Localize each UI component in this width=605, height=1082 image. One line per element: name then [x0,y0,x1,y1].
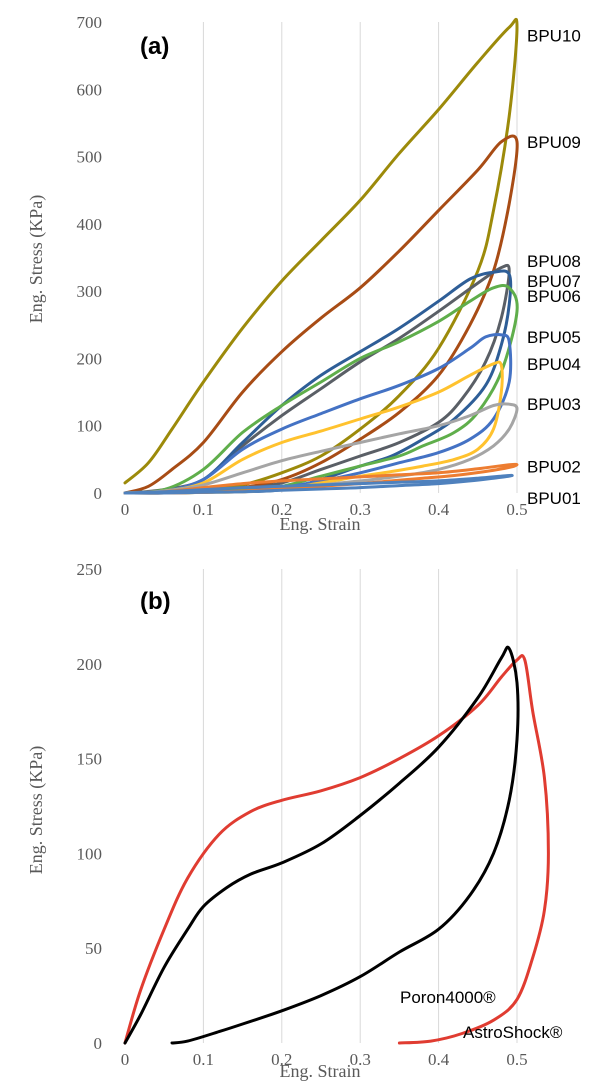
y-tick-label: 250 [77,560,103,579]
series-labels-b: AstroShock® Poron4000® [400,988,563,1042]
x-axis-title-b: Eng. Strain [280,1061,361,1081]
series-label: BPU10 [527,26,581,45]
x-axis-title-a: Eng. Strain [280,514,361,534]
series-label: BPU05 [527,328,581,347]
series-label: Poron4000® [400,988,496,1007]
y-tick-label: 200 [77,349,103,368]
grid-a [202,22,518,493]
x-tick-label: 0 [121,500,130,519]
y-tick-label: 50 [85,939,102,958]
series-line-bpu08 [123,263,511,495]
series-label: BPU04 [527,355,581,374]
panel-label-a: (a) [140,33,169,60]
y-tick-label: 0 [94,1034,103,1053]
y-tick-label: 500 [77,148,103,167]
series-line-bpu10 [123,17,519,495]
x-tick-label: 0.1 [193,1050,214,1069]
x-tick-label: 0.2 [271,1050,292,1069]
panel-b: 0 0.1 0.2 0.3 0.4 0.5 0 50 100 150 200 250 AstroSh… [26,560,563,1081]
x-tick-label: 0.3 [350,1050,371,1069]
y-tick-label: 200 [77,655,103,674]
y-tick-label: 700 [77,13,103,32]
series-line-bpu01 [123,473,514,495]
x-tick-label: 0 [121,1050,130,1069]
y-tick-labels-b: 0 50 100 150 200 250 [77,560,103,1053]
x-tick-label: 0.4 [428,1050,450,1069]
x-tick-label: 0.3 [350,500,371,519]
y-tick-label: 0 [94,484,103,503]
x-tick-label: 0.5 [506,1050,527,1069]
x-tick-labels-a: 0 0.1 0.2 0.3 0.4 0.5 [121,500,528,519]
series-label: BPU06 [527,287,581,306]
x-tick-label: 0.4 [428,500,450,519]
series-label: AstroShock® [463,1023,563,1042]
series-line-poron4000 [123,645,520,1045]
panel-label-b: (b) [140,588,171,615]
grid-b [202,569,518,1043]
y-tick-labels-a: 0 100 200 300 400 500 600 700 [77,13,103,503]
series-label: BPU02 [527,458,581,477]
y-tick-label: 100 [77,417,103,436]
series-label: BPU03 [527,395,581,414]
x-tick-label: 0.5 [506,500,527,519]
series-label: BPU08 [527,252,581,271]
series-label: BPU09 [527,133,581,152]
y-tick-label: 600 [77,80,103,99]
x-tick-label: 0.2 [271,500,292,519]
curves-b [123,645,550,1045]
x-tick-labels-b: 0 0.1 0.2 0.3 0.4 0.5 [121,1050,528,1069]
y-axis-title-a: Eng. Stress (KPa) [26,195,47,324]
series-line-astroshock [123,654,550,1045]
panel-a: 0 0.1 0.2 0.3 0.4 0.5 0100200300400500600700 … [26,13,581,534]
series-label: BPU07 [527,272,581,291]
y-tick-label: 100 [77,844,103,863]
y-tick-label: 150 [77,750,103,769]
curves-a [123,17,519,495]
x-tick-label: 0.1 [193,500,214,519]
y-axis-title-b: Eng. Stress (KPa) [26,746,47,875]
y-tick-label: 400 [77,215,103,234]
series-label: BPU01 [527,489,581,508]
y-tick-label: 300 [77,282,103,301]
